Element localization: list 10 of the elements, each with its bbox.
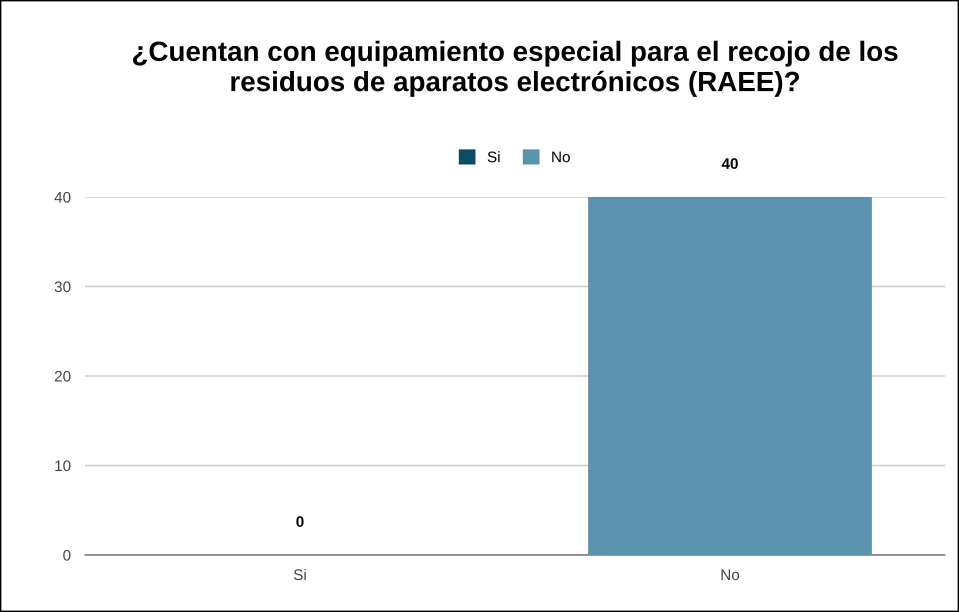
y-tick-label: 20 (54, 370, 71, 382)
legend-label: Si (488, 151, 500, 162)
data-label: 40 (722, 158, 738, 169)
legend-label: No (552, 152, 570, 162)
data-label: 0 (296, 516, 304, 527)
y-tick-label: 40 (54, 192, 71, 203)
y-tick-label: 10 (55, 460, 71, 472)
chart-title: ¿Cuentan con equipamiento especial para el recojo de los residuos de aparatos electrónicos (RAEE)? (132, 40, 898, 97)
y-tick-label: 0 (63, 550, 71, 561)
y-tick-label: 30 (54, 281, 71, 292)
